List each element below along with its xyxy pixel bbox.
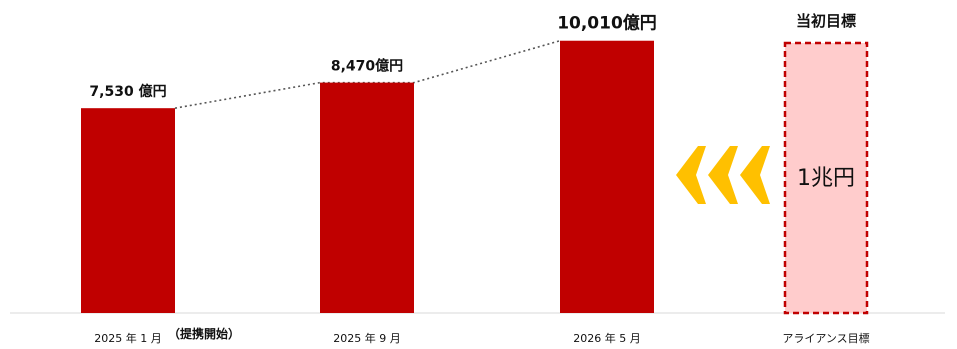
target-value-label: 1兆円 — [797, 166, 855, 191]
category-label-2025-sep: 2025 年 9 月 — [333, 331, 400, 345]
bar-2025-sep — [320, 82, 414, 313]
value-label-2025-sep: 8,470億円 — [331, 58, 403, 75]
left-chevron-icon — [676, 146, 706, 204]
value-label-2026-may: 10,010億円 — [557, 13, 657, 34]
left-chevron-icon — [740, 146, 770, 204]
category-label-alliance-target: アライアンス目標 — [782, 331, 869, 345]
partnership-start-annotation: （提携開始） — [168, 326, 240, 341]
bar-2026-may — [560, 40, 654, 314]
category-label-2025-jan: 2025 年 1 月 — [94, 331, 161, 345]
left-chevron-icon — [708, 146, 738, 204]
target-bar — [783, 41, 869, 315]
target-heading: 当初目標 — [796, 12, 856, 30]
value-label-2025-jan: 7,530 億円 — [89, 83, 166, 100]
bar-2025-jan — [81, 108, 175, 314]
category-label-2026-may: 2026 年 5 月 — [573, 331, 640, 345]
